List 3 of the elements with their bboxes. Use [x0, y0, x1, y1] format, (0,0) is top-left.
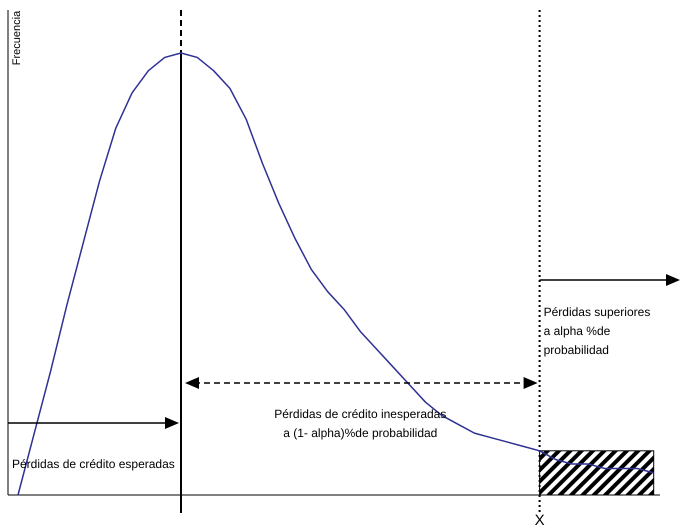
annotation: Pérdidas superiores a alpha %de probabilidad	[544, 305, 650, 357]
text: X	[534, 512, 545, 529]
y-axis-title: Frecuencia	[11, 10, 23, 66]
